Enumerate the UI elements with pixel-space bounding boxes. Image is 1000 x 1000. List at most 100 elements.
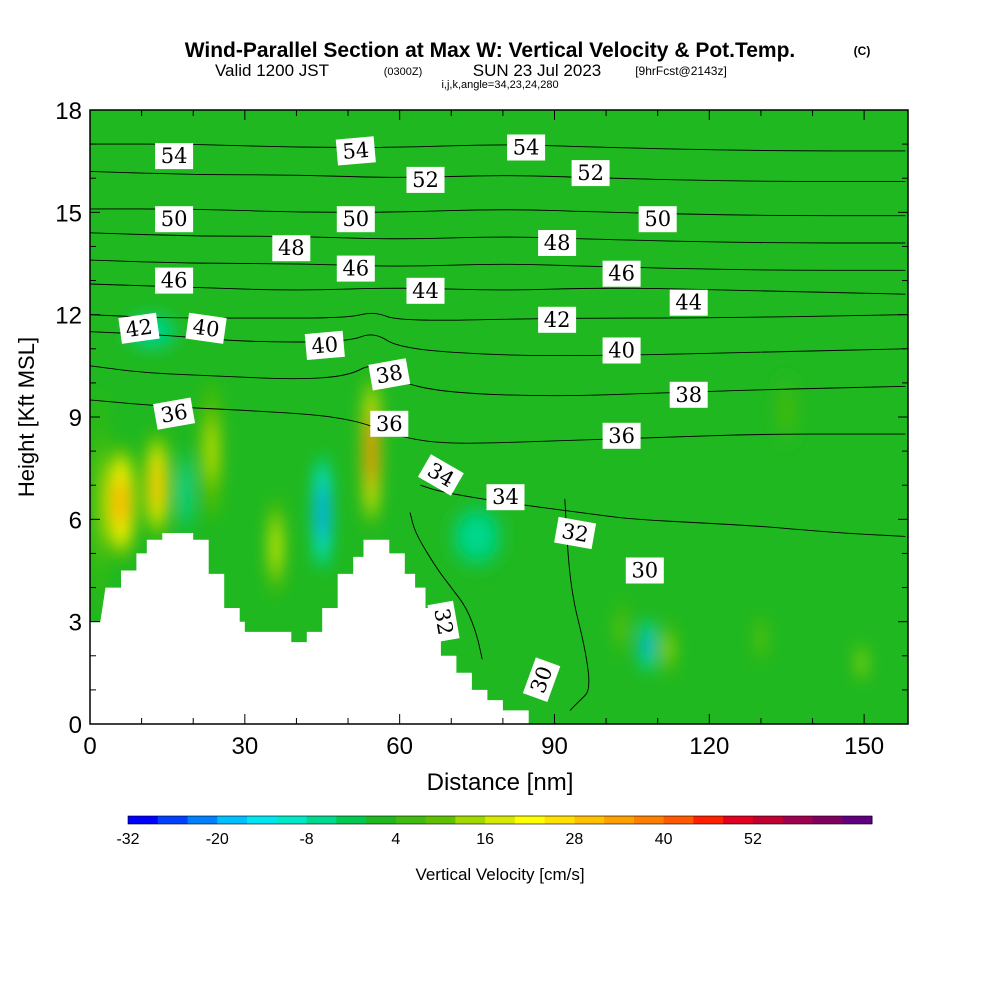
x-tick-label: 150 bbox=[844, 733, 884, 760]
contour-label: 48 bbox=[272, 235, 311, 262]
contour-label-box bbox=[602, 260, 641, 287]
colorbar-swatch bbox=[395, 816, 427, 824]
contour-label-text: 50 bbox=[161, 207, 188, 231]
contour-label-box bbox=[406, 277, 445, 304]
contour-label-text: 48 bbox=[544, 231, 571, 255]
theta-contour-32 bbox=[409, 512, 483, 660]
grid-indices: i,j,k,angle=34,23,24,280 bbox=[441, 79, 558, 91]
theta-contour-42 bbox=[90, 312, 906, 321]
contour-label-text: 42 bbox=[544, 308, 571, 332]
y-tick-label: 12 bbox=[55, 303, 82, 330]
velocity-field bbox=[95, 309, 865, 685]
plot-area: 54 54 54 52 52 50 50 50 48 48 46 46 46 44 44 42 42 40 40 40… bbox=[90, 110, 908, 724]
contour-label-text: 50 bbox=[644, 207, 671, 231]
contour-label: 36 bbox=[602, 422, 641, 449]
colorbar-swatch bbox=[247, 816, 278, 824]
colorbar-swatch bbox=[128, 816, 159, 824]
contour-label-box bbox=[155, 206, 194, 233]
colorbar-tick-label: 4 bbox=[391, 831, 400, 848]
contour-label-text: 36 bbox=[608, 424, 635, 448]
contour-label: 50 bbox=[336, 206, 375, 233]
contour-label-text: 36 bbox=[376, 412, 403, 436]
contour-label-box bbox=[118, 312, 160, 344]
velocity-cell bbox=[644, 635, 650, 656]
colorbar-swatch bbox=[366, 816, 397, 824]
velocity-cell bbox=[465, 522, 489, 551]
contour-label-text: 42 bbox=[124, 315, 154, 342]
contour-label-box bbox=[304, 330, 345, 361]
velocity-cell bbox=[152, 464, 162, 506]
contour-labels: 54 54 54 52 52 50 50 50 48 48 46 46 46 44 44 42 42 40 40 40… bbox=[118, 134, 708, 703]
contour-label-box bbox=[417, 454, 464, 496]
contour-label-box bbox=[554, 516, 597, 550]
velocity-cell bbox=[665, 638, 671, 660]
theta-contour-46 bbox=[90, 259, 906, 271]
contour-label-box bbox=[669, 289, 708, 316]
contour-label: 40 bbox=[602, 337, 641, 364]
velocity-cell bbox=[620, 617, 624, 640]
contour-label: 48 bbox=[538, 230, 577, 256]
contour-label-text: 48 bbox=[278, 236, 305, 260]
contour-label-text: 40 bbox=[191, 315, 221, 342]
terrain bbox=[90, 533, 529, 724]
theta-contour-48 bbox=[90, 232, 906, 244]
x-axis-label: Distance [nm] bbox=[427, 769, 574, 796]
colorbar-swatch bbox=[812, 816, 843, 824]
contour-label: 46 bbox=[602, 260, 641, 287]
contour-label: 54 bbox=[507, 134, 546, 161]
colorbar-swatch bbox=[514, 816, 546, 824]
contour-label-box bbox=[155, 267, 194, 294]
contour-label-text: 50 bbox=[342, 207, 369, 231]
colorbar-swatch bbox=[574, 816, 605, 824]
contour-label: 32 bbox=[427, 600, 460, 643]
colorbar-frame bbox=[127, 815, 873, 825]
colorbar-swatch bbox=[336, 816, 367, 824]
velocity-cell bbox=[98, 461, 102, 544]
contour-label-box bbox=[602, 337, 641, 364]
contour-label-text: 52 bbox=[412, 168, 439, 192]
velocity-cell bbox=[782, 396, 792, 424]
x-tick-label: 90 bbox=[541, 733, 568, 760]
velocity-cell bbox=[115, 480, 127, 525]
contour-label: 38 bbox=[368, 358, 411, 391]
contour-label-box bbox=[272, 235, 311, 262]
contour-label: 36 bbox=[153, 397, 196, 430]
contour-label: 52 bbox=[571, 160, 610, 187]
colorbar-tick-label: 40 bbox=[655, 831, 673, 848]
contour-label: 44 bbox=[669, 289, 708, 316]
contour-label-text: 36 bbox=[159, 399, 189, 427]
y-tick-label: 0 bbox=[69, 712, 82, 739]
contour-label: 50 bbox=[155, 206, 194, 233]
colorbar-swatch bbox=[782, 816, 813, 824]
colorbar-swatch bbox=[425, 816, 456, 824]
contour-label-text: 46 bbox=[161, 269, 188, 293]
contour-label-box bbox=[153, 397, 196, 430]
colorbar-swatch bbox=[187, 816, 218, 824]
title-mark: (C) bbox=[854, 44, 871, 58]
colorbar-swatch bbox=[276, 816, 308, 824]
colorbar-swatch bbox=[604, 816, 635, 824]
contour-label-box bbox=[669, 381, 708, 408]
contour-label: 42 bbox=[118, 312, 160, 344]
contour-label-text: 34 bbox=[492, 485, 519, 509]
contour-label: 32 bbox=[554, 516, 597, 550]
velocity-cell bbox=[759, 629, 763, 649]
colorbar-swatch bbox=[663, 816, 694, 824]
contour-label: 54 bbox=[155, 143, 194, 170]
contour-label: 42 bbox=[538, 306, 577, 333]
colorbar-tick-label: -32 bbox=[116, 831, 139, 848]
contour-label-text: 32 bbox=[429, 606, 457, 636]
contour-label: 40 bbox=[304, 330, 345, 361]
colorbar-tick-label: 28 bbox=[566, 831, 584, 848]
contour-label-text: 30 bbox=[631, 559, 658, 583]
y-tick-label: 15 bbox=[55, 200, 82, 227]
contour-label-box bbox=[625, 557, 664, 584]
contour-label-box bbox=[538, 230, 577, 256]
contour-label-text: 32 bbox=[560, 519, 590, 547]
contour-label-box bbox=[155, 143, 194, 170]
valid-prefix: Valid 1200 JST bbox=[215, 61, 329, 80]
velocity-cell bbox=[318, 489, 326, 536]
colorbar-tick-label: -20 bbox=[206, 831, 229, 848]
